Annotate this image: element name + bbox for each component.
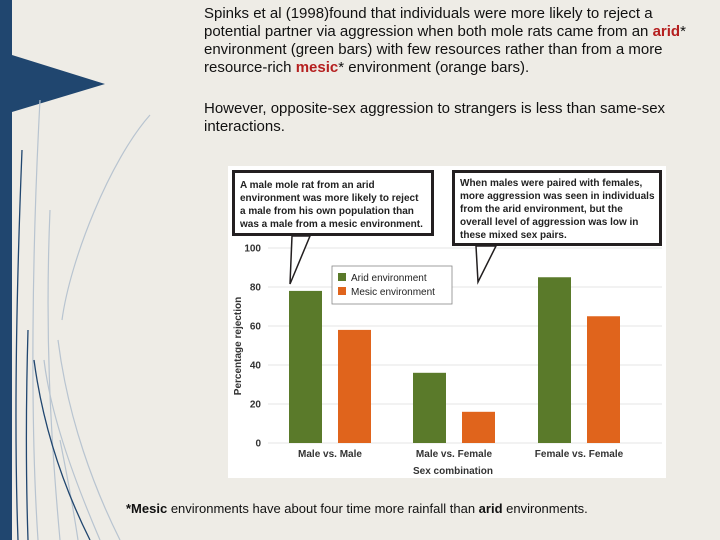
x-tick-label: Male vs. Male <box>298 449 362 460</box>
paragraph-opposite-sex: However, opposite-sex aggression to stra… <box>204 100 666 135</box>
para1-part3: * environment (orange bars). <box>338 59 530 76</box>
footnote-arid: arid <box>478 501 503 516</box>
y-tick-label: 40 <box>250 361 262 372</box>
x-axis-label: Sex combination <box>413 466 493 477</box>
bar-mesic <box>462 411 495 443</box>
bar-chart: 0 20 40 60 80 100 Male vs. Male Male vs. Femal… <box>228 166 666 478</box>
x-tick-label: Female vs. Female <box>535 449 624 460</box>
paragraph-intro: Spinks et al (1998)found that individual… <box>204 5 704 77</box>
callout-right-line: these mixed sex pairs. <box>460 230 567 241</box>
bar-mesic <box>587 316 620 443</box>
bar-arid <box>538 277 571 443</box>
callout-left-line: a male from his own population than <box>240 206 414 217</box>
legend-box <box>331 265 453 305</box>
decorative-lines <box>12 55 151 540</box>
bar-mesic <box>338 329 371 443</box>
legend-swatch-arid <box>338 273 346 281</box>
chart-svg: 0 20 40 60 80 100 Male vs. Male Male vs. Femal… <box>228 166 666 478</box>
arrow-shape <box>12 55 105 112</box>
legend-swatch-mesic <box>338 287 346 295</box>
arid-highlight: arid <box>652 23 681 40</box>
bar-arid <box>413 372 446 443</box>
footnote-mid: environments have about four time more r… <box>170 501 476 516</box>
y-tick-label: 80 <box>250 283 262 294</box>
callout-left-line: A male mole rat from an arid <box>240 180 375 191</box>
callout-left-line: was a male from a mesic environment. <box>239 219 423 230</box>
y-tick-label: 0 <box>255 439 261 450</box>
callout-right-line: When males were paired with females, <box>460 178 643 189</box>
callout-left-line: environment was more likely to reject <box>240 193 419 204</box>
footnote: *Mesic environments have about four time… <box>126 501 706 516</box>
footnote-mesic: *Mesic <box>126 501 168 516</box>
x-tick-label: Male vs. Female <box>416 449 493 460</box>
callout-left-inner <box>235 173 431 233</box>
callout-right-pointer <box>475 245 498 285</box>
mesic-highlight: mesic <box>295 59 339 76</box>
callout-right-inner <box>455 173 659 243</box>
callout-right-line: overall level of aggression was low in <box>460 217 638 228</box>
y-tick-label: 60 <box>250 322 262 333</box>
legend-label-arid: Arid environment <box>351 273 427 284</box>
callout-right: When males were paired with females, mor… <box>452 170 662 285</box>
y-tick-label: 20 <box>250 400 262 411</box>
y-axis-label: Percentage rejection <box>233 297 244 395</box>
left-accent-bar <box>0 0 12 540</box>
callout-right-line: from the arid environment, but the <box>460 204 623 215</box>
y-tick-label: 100 <box>244 244 261 255</box>
para1-part1: Spinks et al (1998)found that individual… <box>204 5 653 40</box>
bar-arid <box>289 290 322 443</box>
para1-part2: * environment (green bars) with few reso… <box>204 23 686 76</box>
callout-left: A male mole rat from an arid environment… <box>232 170 434 285</box>
callout-right-line: more aggression was seen in individuals <box>460 191 655 202</box>
footnote-end: environments. <box>506 501 588 516</box>
legend: Arid environment Mesic environment <box>331 265 453 305</box>
callout-left-pointer <box>289 235 312 285</box>
legend-label-mesic: Mesic environment <box>351 287 435 298</box>
